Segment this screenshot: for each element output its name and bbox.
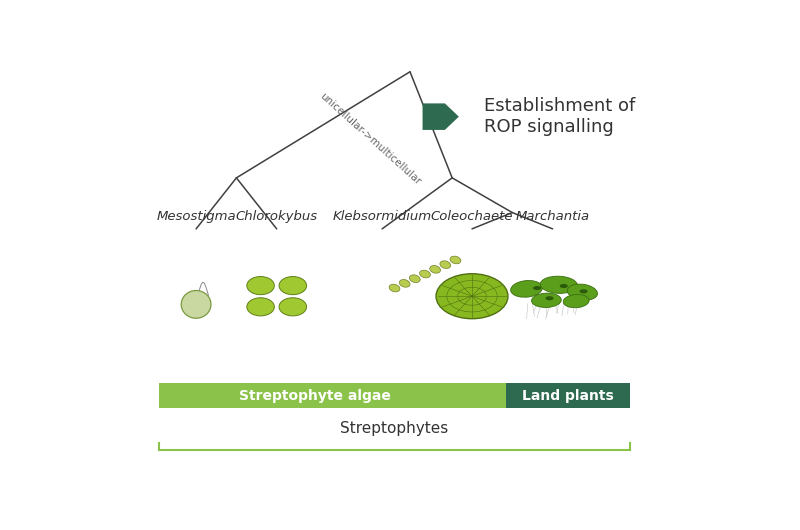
- Ellipse shape: [546, 296, 554, 301]
- Text: Klebsormidium: Klebsormidium: [333, 210, 432, 223]
- Ellipse shape: [279, 298, 306, 316]
- Bar: [159, 383, 506, 409]
- Text: Marchantia: Marchantia: [515, 210, 590, 223]
- Ellipse shape: [247, 277, 274, 295]
- Ellipse shape: [182, 290, 211, 318]
- Ellipse shape: [450, 256, 461, 264]
- Ellipse shape: [567, 284, 598, 300]
- Text: Land plants: Land plants: [522, 389, 614, 403]
- Ellipse shape: [436, 273, 508, 319]
- Ellipse shape: [410, 275, 420, 282]
- Text: unicellular->multicellular: unicellular->multicellular: [318, 91, 422, 187]
- Ellipse shape: [389, 284, 400, 292]
- Ellipse shape: [430, 266, 441, 273]
- Bar: [506, 383, 630, 409]
- Ellipse shape: [563, 295, 589, 308]
- Ellipse shape: [533, 286, 541, 290]
- Ellipse shape: [440, 261, 450, 269]
- Text: Streptophytes: Streptophytes: [340, 421, 449, 436]
- Text: Coleochaete: Coleochaete: [430, 210, 514, 223]
- Text: Mesostigma: Mesostigma: [156, 210, 236, 223]
- Ellipse shape: [579, 289, 588, 294]
- Text: Chlorokybus: Chlorokybus: [236, 210, 318, 223]
- Polygon shape: [422, 103, 459, 130]
- Ellipse shape: [531, 293, 562, 307]
- Ellipse shape: [279, 277, 306, 295]
- Ellipse shape: [510, 280, 542, 297]
- Ellipse shape: [540, 276, 578, 294]
- Ellipse shape: [560, 284, 568, 288]
- Ellipse shape: [247, 298, 274, 316]
- Ellipse shape: [419, 270, 430, 278]
- Text: Establishment of
ROP signalling: Establishment of ROP signalling: [485, 97, 636, 136]
- Text: Streptophyte algae: Streptophyte algae: [239, 389, 391, 403]
- Ellipse shape: [399, 279, 410, 287]
